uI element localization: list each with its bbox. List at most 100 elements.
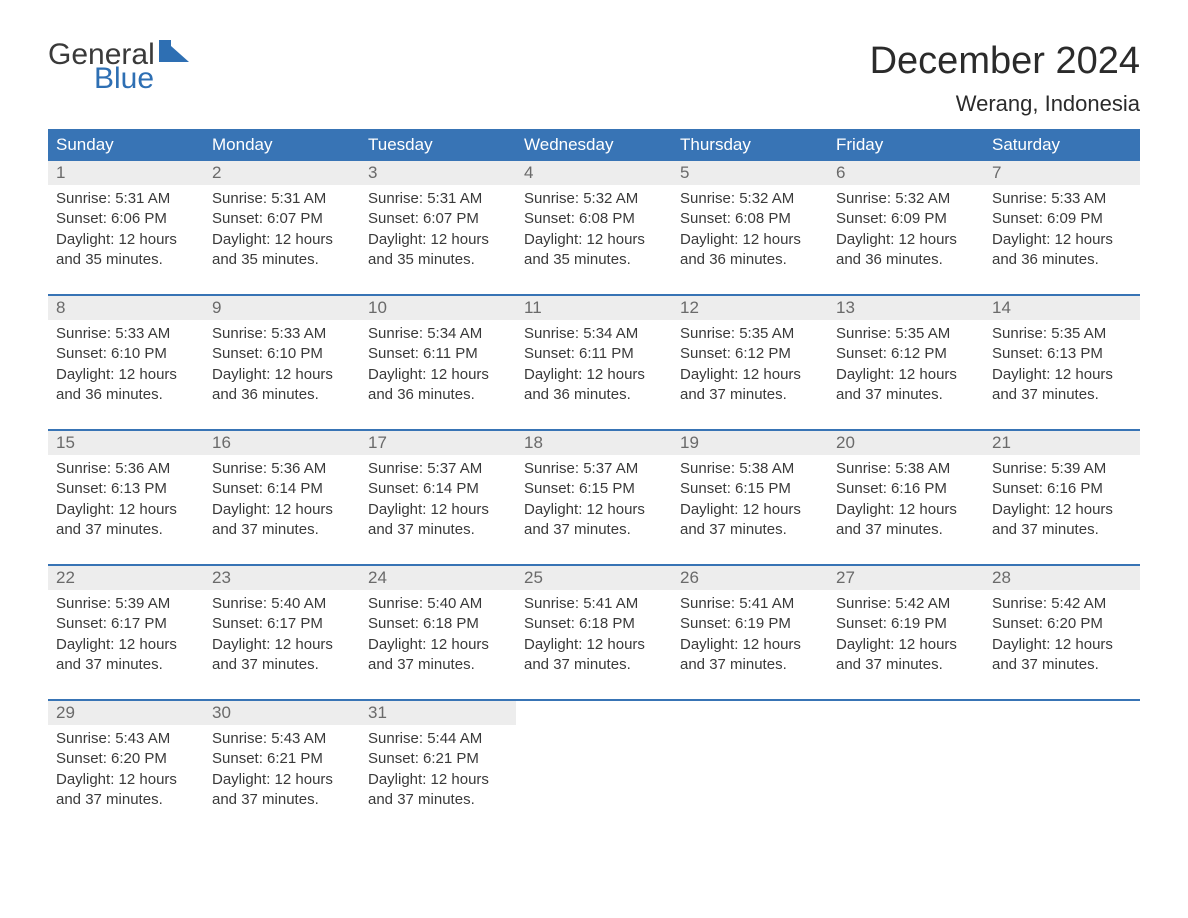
sunrise-line: Sunrise: 5:32 AM	[680, 189, 820, 209]
day-detail: Sunrise: 5:37 AMSunset: 6:15 PMDaylight:…	[516, 455, 672, 565]
sunrise-line: Sunrise: 5:43 AM	[56, 729, 196, 749]
day-detail: Sunrise: 5:35 AMSunset: 6:13 PMDaylight:…	[984, 320, 1140, 430]
day-detail: Sunrise: 5:36 AMSunset: 6:14 PMDaylight:…	[204, 455, 360, 565]
day-detail: Sunrise: 5:37 AMSunset: 6:14 PMDaylight:…	[360, 455, 516, 565]
sunset-line: Sunset: 6:13 PM	[992, 344, 1132, 364]
day-number: 1	[48, 161, 204, 185]
daylight-line: Daylight: 12 hours and 35 minutes.	[524, 230, 664, 271]
daylight-line: Daylight: 12 hours and 37 minutes.	[992, 500, 1132, 541]
day-number: 30	[204, 701, 360, 725]
sunset-line: Sunset: 6:16 PM	[836, 479, 976, 499]
sunrise-line: Sunrise: 5:33 AM	[992, 189, 1132, 209]
brand-logo: General Blue	[48, 40, 191, 94]
daylight-line: Daylight: 12 hours and 36 minutes.	[524, 365, 664, 406]
day-number: 31	[360, 701, 516, 725]
daylight-line: Daylight: 12 hours and 37 minutes.	[836, 500, 976, 541]
day-detail	[828, 725, 984, 834]
day-detail: Sunrise: 5:36 AMSunset: 6:13 PMDaylight:…	[48, 455, 204, 565]
sunrise-line: Sunrise: 5:36 AM	[212, 459, 352, 479]
day-header: Friday	[828, 129, 984, 161]
day-number: 8	[48, 296, 204, 320]
day-detail-row: Sunrise: 5:31 AMSunset: 6:06 PMDaylight:…	[48, 185, 1140, 295]
daylight-line: Daylight: 12 hours and 37 minutes.	[368, 770, 508, 811]
day-number: 15	[48, 431, 204, 455]
sunset-line: Sunset: 6:06 PM	[56, 209, 196, 229]
day-detail: Sunrise: 5:43 AMSunset: 6:20 PMDaylight:…	[48, 725, 204, 834]
sunrise-line: Sunrise: 5:41 AM	[680, 594, 820, 614]
day-detail	[672, 725, 828, 834]
daylight-line: Daylight: 12 hours and 37 minutes.	[524, 635, 664, 676]
daylight-line: Daylight: 12 hours and 36 minutes.	[836, 230, 976, 271]
day-number: 2	[204, 161, 360, 185]
day-detail-row: Sunrise: 5:39 AMSunset: 6:17 PMDaylight:…	[48, 590, 1140, 700]
daylight-line: Daylight: 12 hours and 37 minutes.	[368, 635, 508, 676]
sunrise-line: Sunrise: 5:42 AM	[992, 594, 1132, 614]
day-detail: Sunrise: 5:42 AMSunset: 6:20 PMDaylight:…	[984, 590, 1140, 700]
day-detail: Sunrise: 5:35 AMSunset: 6:12 PMDaylight:…	[672, 320, 828, 430]
daylight-line: Daylight: 12 hours and 37 minutes.	[56, 500, 196, 541]
day-number: 6	[828, 161, 984, 185]
sunrise-line: Sunrise: 5:32 AM	[524, 189, 664, 209]
day-detail: Sunrise: 5:41 AMSunset: 6:18 PMDaylight:…	[516, 590, 672, 700]
day-number: 7	[984, 161, 1140, 185]
day-detail: Sunrise: 5:42 AMSunset: 6:19 PMDaylight:…	[828, 590, 984, 700]
day-number: 22	[48, 566, 204, 590]
daylight-line: Daylight: 12 hours and 37 minutes.	[836, 365, 976, 406]
day-number: 3	[360, 161, 516, 185]
sunrise-line: Sunrise: 5:31 AM	[56, 189, 196, 209]
day-detail-row: Sunrise: 5:33 AMSunset: 6:10 PMDaylight:…	[48, 320, 1140, 430]
daylight-line: Daylight: 12 hours and 37 minutes.	[212, 770, 352, 811]
sunrise-line: Sunrise: 5:31 AM	[368, 189, 508, 209]
day-number-row: 293031	[48, 701, 1140, 725]
sunrise-line: Sunrise: 5:34 AM	[368, 324, 508, 344]
sunset-line: Sunset: 6:07 PM	[368, 209, 508, 229]
sunset-line: Sunset: 6:19 PM	[680, 614, 820, 634]
sunset-line: Sunset: 6:18 PM	[524, 614, 664, 634]
title-block: December 2024 Werang, Indonesia	[870, 40, 1140, 117]
month-title: December 2024	[870, 40, 1140, 83]
day-header-row: Sunday Monday Tuesday Wednesday Thursday…	[48, 129, 1140, 161]
day-detail: Sunrise: 5:33 AMSunset: 6:10 PMDaylight:…	[204, 320, 360, 430]
brand-flag-icon	[159, 40, 191, 66]
day-number: 16	[204, 431, 360, 455]
day-number	[984, 701, 1140, 725]
sunrise-line: Sunrise: 5:31 AM	[212, 189, 352, 209]
sunrise-line: Sunrise: 5:43 AM	[212, 729, 352, 749]
daylight-line: Daylight: 12 hours and 37 minutes.	[368, 500, 508, 541]
day-number: 20	[828, 431, 984, 455]
sunrise-line: Sunrise: 5:44 AM	[368, 729, 508, 749]
day-number: 21	[984, 431, 1140, 455]
daylight-line: Daylight: 12 hours and 37 minutes.	[56, 770, 196, 811]
sunrise-line: Sunrise: 5:33 AM	[212, 324, 352, 344]
day-detail: Sunrise: 5:33 AMSunset: 6:09 PMDaylight:…	[984, 185, 1140, 295]
day-detail: Sunrise: 5:40 AMSunset: 6:18 PMDaylight:…	[360, 590, 516, 700]
daylight-line: Daylight: 12 hours and 37 minutes.	[680, 500, 820, 541]
day-header: Monday	[204, 129, 360, 161]
daylight-line: Daylight: 12 hours and 37 minutes.	[212, 500, 352, 541]
daylight-line: Daylight: 12 hours and 35 minutes.	[212, 230, 352, 271]
daylight-line: Daylight: 12 hours and 36 minutes.	[680, 230, 820, 271]
sunset-line: Sunset: 6:11 PM	[524, 344, 664, 364]
day-number: 17	[360, 431, 516, 455]
day-number: 9	[204, 296, 360, 320]
daylight-line: Daylight: 12 hours and 36 minutes.	[56, 365, 196, 406]
day-detail: Sunrise: 5:40 AMSunset: 6:17 PMDaylight:…	[204, 590, 360, 700]
day-detail-row: Sunrise: 5:43 AMSunset: 6:20 PMDaylight:…	[48, 725, 1140, 834]
day-number: 25	[516, 566, 672, 590]
sunset-line: Sunset: 6:09 PM	[992, 209, 1132, 229]
sunset-line: Sunset: 6:08 PM	[524, 209, 664, 229]
sunrise-line: Sunrise: 5:40 AM	[368, 594, 508, 614]
sunset-line: Sunset: 6:17 PM	[212, 614, 352, 634]
day-number: 12	[672, 296, 828, 320]
day-number: 23	[204, 566, 360, 590]
sunset-line: Sunset: 6:07 PM	[212, 209, 352, 229]
day-number: 27	[828, 566, 984, 590]
sunrise-line: Sunrise: 5:37 AM	[524, 459, 664, 479]
day-detail: Sunrise: 5:34 AMSunset: 6:11 PMDaylight:…	[516, 320, 672, 430]
day-detail: Sunrise: 5:31 AMSunset: 6:07 PMDaylight:…	[204, 185, 360, 295]
sunrise-line: Sunrise: 5:36 AM	[56, 459, 196, 479]
calendar-table: Sunday Monday Tuesday Wednesday Thursday…	[48, 129, 1140, 834]
daylight-line: Daylight: 12 hours and 37 minutes.	[680, 635, 820, 676]
day-detail: Sunrise: 5:34 AMSunset: 6:11 PMDaylight:…	[360, 320, 516, 430]
day-header: Tuesday	[360, 129, 516, 161]
